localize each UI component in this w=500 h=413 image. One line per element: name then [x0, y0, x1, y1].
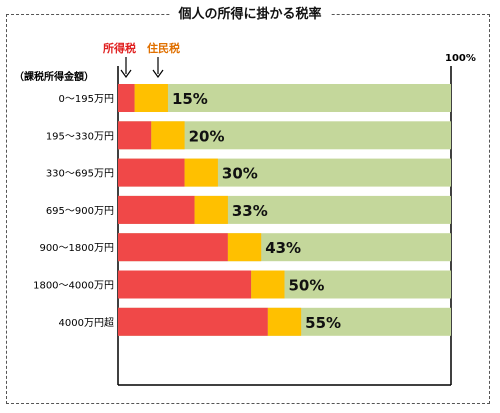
bar-resident-tax — [267, 307, 302, 336]
category-label: 4000万円超 — [59, 316, 114, 329]
bar-income-tax — [118, 270, 252, 299]
bar-income-tax — [118, 121, 152, 150]
legend-income-tax: 所得税 — [103, 41, 136, 55]
bar-resident-tax — [151, 121, 185, 150]
category-label: 195～330万円 — [46, 131, 114, 142]
total-rate-label: 20% — [189, 127, 225, 145]
category-label: 0～195万円 — [59, 94, 114, 105]
max-label: 100% — [445, 53, 476, 64]
legend-resident-tax: 住民税 — [147, 41, 180, 55]
total-rate-label: 15% — [172, 90, 208, 108]
bar-resident-tax — [194, 195, 228, 224]
legend-arrow-income-head — [120, 69, 132, 79]
bar-resident-tax — [184, 158, 218, 187]
bar-resident-tax — [134, 84, 168, 112]
total-rate-label: 30% — [222, 165, 258, 183]
legend-arrow-resident-head — [152, 69, 164, 79]
category-label: 695～900万円 — [46, 206, 114, 217]
bar-resident-tax — [251, 270, 285, 299]
bar-income-tax — [118, 233, 228, 262]
bar-income-tax — [118, 84, 135, 112]
total-rate-label: 43% — [265, 239, 301, 257]
bar-remainder — [118, 84, 451, 112]
bar-income-tax — [118, 158, 185, 187]
bar-income-tax — [118, 307, 268, 336]
chart-title-text: 個人の所得に掛かる税率 — [170, 7, 330, 22]
category-label: 1800～4000万円 — [33, 281, 114, 292]
total-rate-label: 50% — [289, 277, 325, 295]
y-axis-title: （課税所得金額） — [14, 70, 94, 83]
category-label: 330～695万円 — [46, 169, 114, 180]
total-rate-label: 55% — [305, 314, 341, 332]
category-label: 900～1800万円 — [39, 243, 114, 254]
bar-resident-tax — [227, 233, 262, 262]
total-rate-label: 33% — [232, 202, 268, 220]
chart-title: 個人の所得に掛かる税率 — [0, 3, 500, 22]
bar-income-tax — [118, 195, 195, 224]
